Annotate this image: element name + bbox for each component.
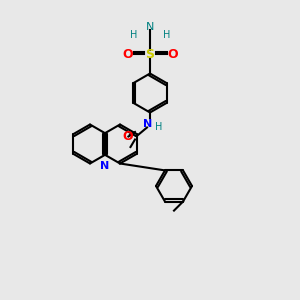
Text: O: O (122, 130, 133, 143)
Text: N: N (143, 119, 152, 130)
Text: H: H (155, 122, 163, 133)
Text: H: H (130, 29, 137, 40)
Text: N: N (100, 161, 109, 171)
Text: H: H (163, 29, 170, 40)
Text: O: O (122, 47, 133, 61)
Text: N: N (146, 22, 154, 32)
Text: O: O (167, 47, 178, 61)
Text: S: S (146, 47, 154, 61)
